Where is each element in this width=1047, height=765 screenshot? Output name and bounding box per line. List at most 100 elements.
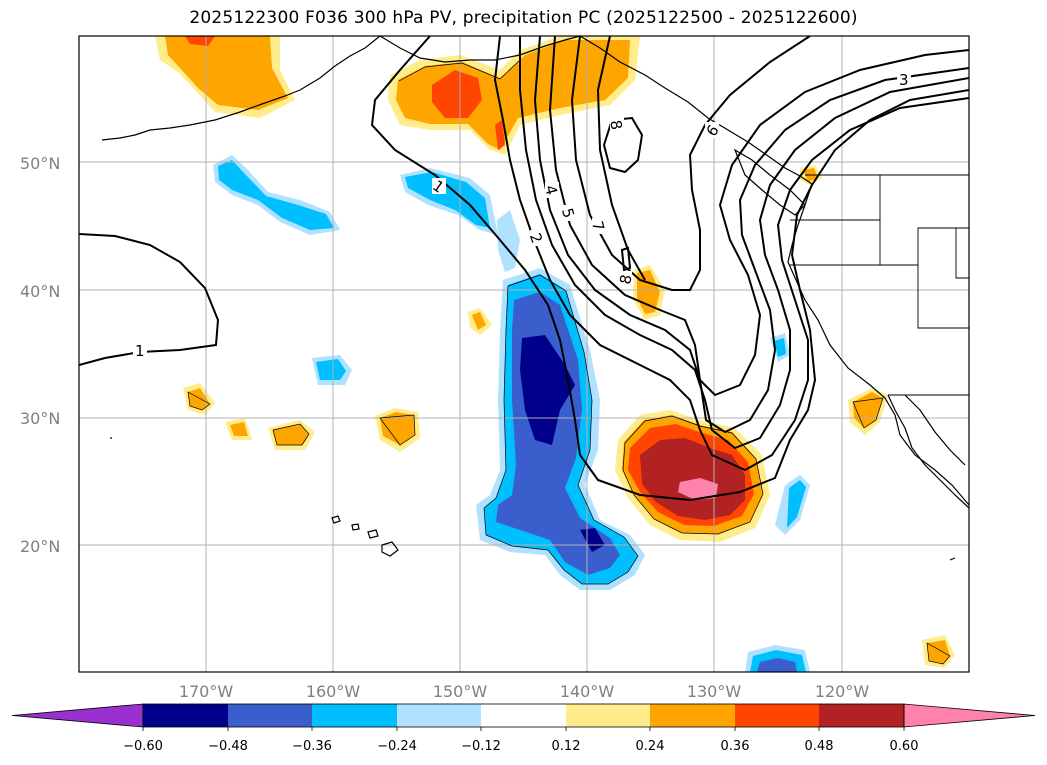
colorbar-tick-label: −0.24 [377,739,417,754]
lat-label: 30°N [20,409,60,428]
graticule [79,36,969,672]
coastline-baja-east [904,394,966,466]
pv-contours [79,36,969,502]
pv-contour-4 [533,36,969,434]
plot-frame [78,35,970,673]
pv-label: 3 [899,71,909,89]
anomaly-area [185,36,215,46]
colorbar-tick-label: 0.48 [805,739,834,754]
colorbar-segment [735,704,819,727]
colorbar: −0.60 −0.48 −0.36 −0.24 −0.12 0.12 0.24 … [11,703,1036,754]
map-title: 2025122300 F036 300 hPa PV, precipitatio… [189,8,858,28]
lon-label: 160°W [306,682,361,701]
label-bg [610,117,624,133]
island-maui [367,529,379,539]
pv-contour-3 [519,36,969,450]
border-state [790,219,881,266]
colorbar-tick-label: −0.36 [292,739,332,754]
colorbar-segment [397,704,481,727]
anomaly-area [188,388,210,410]
plot-area: 1 1 2 3 4 5 6 7 8 8 [78,35,970,673]
pv-contour-2 [493,36,969,472]
anomaly-area [432,70,482,118]
precip-outline [926,642,951,665]
anomaly-area [580,528,605,552]
colorbar-segment [143,704,228,727]
colorbar-tick-label: 0.60 [890,739,919,754]
label-bg [545,182,559,198]
label-bg [592,218,606,234]
pv-label: 4 [541,183,561,197]
precip-outline [483,274,639,585]
pv-label: 7 [588,219,608,233]
pv-contour-1 [370,36,969,502]
anomaly-area [273,424,309,445]
anomaly-area [396,40,630,150]
island [949,557,956,561]
coastline-baja [887,394,969,509]
anomaly-area [472,312,486,330]
island-kauai [331,515,341,524]
pv-label: 1 [135,342,145,360]
anomaly-area [678,478,718,500]
colorbar-segment [228,704,312,727]
colorbar-segment [566,704,650,727]
colorbar-segment [312,704,397,727]
precip-outlines [187,59,951,665]
label-bg [562,205,576,221]
precip-outline [852,397,884,429]
colorbar-frame [142,703,905,728]
anomaly-area [787,480,806,528]
pv-contour-8-tiny [620,246,632,272]
precip-outline [398,59,521,82]
lon-label: 170°W [179,682,234,701]
lat-label: 20°N [20,537,60,556]
pv-contour-7 [596,36,646,281]
colorbar-tick-label: 0.12 [552,739,581,754]
colorbar-segment [819,704,904,727]
anomaly-area [495,120,505,150]
colorbar-tick-label: −0.12 [461,739,501,754]
anomaly-area [774,338,786,357]
pv-label: 8 [606,119,625,132]
lon-label: 150°W [433,682,488,701]
label-bg [432,178,446,194]
lon-label: 120°W [815,682,870,701]
pv-contour-8-small [602,116,644,174]
anomaly-area [218,160,334,230]
anomaly-area [757,658,797,672]
island-oahu [351,523,360,531]
precip-outline [622,415,764,535]
precip-outline [187,391,211,411]
colorbar-tick-label: −0.60 [123,739,163,754]
negative-anomaly-areas [213,155,810,672]
colorbar-tick-label: 0.36 [721,739,750,754]
longitude-labels: 170°W 160°W 150°W 140°W 130°W 120°W [179,682,870,701]
coastline-alaska-panhandle [579,36,813,185]
border-state [955,228,969,279]
pv-label: 8 [616,273,635,286]
colorbar-extend-max [903,703,1036,728]
border-state [880,264,969,329]
pv-contour-1-west [79,233,220,366]
coastline-alaska [101,36,381,141]
lat-label: 40°N [20,282,60,301]
anomaly-area [165,36,288,110]
colorbar-segment [650,704,735,727]
precip-outline [272,423,310,446]
precip-outline [379,414,416,446]
colorbar-extend-min [11,703,144,728]
anomaly-area [380,412,415,445]
pv-contour-6 [570,36,811,291]
lon-label: 130°W [687,682,742,701]
colorbar-tick-labels: −0.60 −0.48 −0.36 −0.24 −0.12 0.12 0.24 … [123,739,918,754]
pv-contour-5 [548,36,969,397]
pv-contour-labels: 1 1 2 3 4 5 6 7 8 8 [133,71,911,360]
label-bg [618,271,632,287]
anomaly-area [230,422,248,436]
label-bg [133,342,147,358]
anomaly-area [405,172,490,228]
pv-label: 5 [558,206,578,220]
anomaly-area [316,359,346,380]
